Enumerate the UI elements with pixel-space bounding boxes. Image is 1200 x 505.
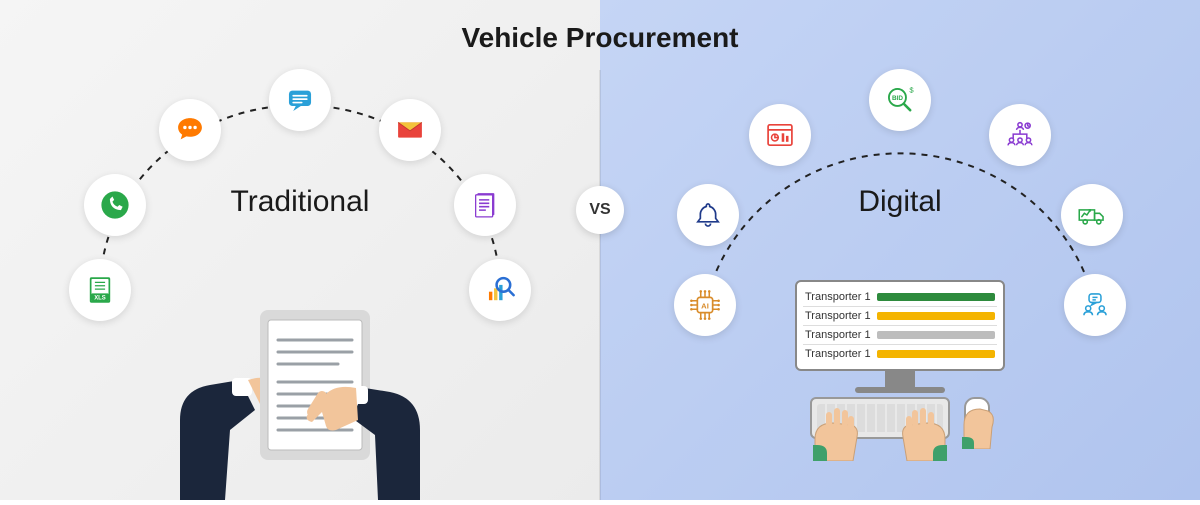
bid-search-icon: BID $ <box>869 69 931 131</box>
svg-text:XLS: XLS <box>94 295 106 301</box>
svg-text:$: $ <box>909 85 914 94</box>
row-label: Transporter 1 <box>805 291 871 303</box>
email-icon <box>379 99 441 161</box>
org-people-icon <box>989 104 1051 166</box>
table-row: Transporter 1 <box>803 288 997 307</box>
svg-text:BID: BID <box>892 95 903 102</box>
phone-call-icon <box>84 174 146 236</box>
bell-icon <box>677 184 739 246</box>
row-bar <box>877 350 995 358</box>
table-row: Transporter 1 <box>803 307 997 326</box>
vs-badge: VS <box>576 186 624 234</box>
peripherals <box>760 397 1040 439</box>
chat-dots-icon <box>159 99 221 161</box>
traditional-panel: XLS Traditional <box>0 0 600 500</box>
tablet-hands-illustration <box>170 270 430 500</box>
row-label: Transporter 1 <box>805 329 871 341</box>
page-title: Vehicle Procurement <box>461 22 738 54</box>
mouse-hand-icon <box>952 395 1002 449</box>
row-label: Transporter 1 <box>805 310 871 322</box>
table-row: Transporter 1 <box>803 326 997 345</box>
group-chat-icon <box>1064 274 1126 336</box>
typing-hands-icon <box>795 401 965 461</box>
ai-chip-icon: AI <box>674 274 736 336</box>
row-bar <box>877 312 995 320</box>
digital-label: Digital <box>858 185 941 219</box>
xls-file-icon: XLS <box>69 259 131 321</box>
search-chart-icon <box>469 259 531 321</box>
message-lines-icon <box>269 69 331 131</box>
document-icon <box>454 174 516 236</box>
traditional-label: Traditional <box>231 185 370 219</box>
row-bar <box>877 331 995 339</box>
monitor: Transporter 1 Transporter 1 Transporter … <box>795 280 1005 371</box>
analytics-window-icon <box>749 104 811 166</box>
row-label: Transporter 1 <box>805 348 871 360</box>
row-bar <box>877 293 995 301</box>
computer-hands-illustration: Transporter 1 Transporter 1 Transporter … <box>760 280 1040 500</box>
monitor-stand <box>885 371 915 387</box>
digital-panel: AI BID$ Digital Transport <box>600 0 1200 500</box>
monitor-base <box>855 387 945 393</box>
table-row: Transporter 1 <box>803 345 997 363</box>
svg-text:AI: AI <box>701 301 709 310</box>
center-divider <box>599 70 601 500</box>
growth-truck-icon <box>1061 184 1123 246</box>
